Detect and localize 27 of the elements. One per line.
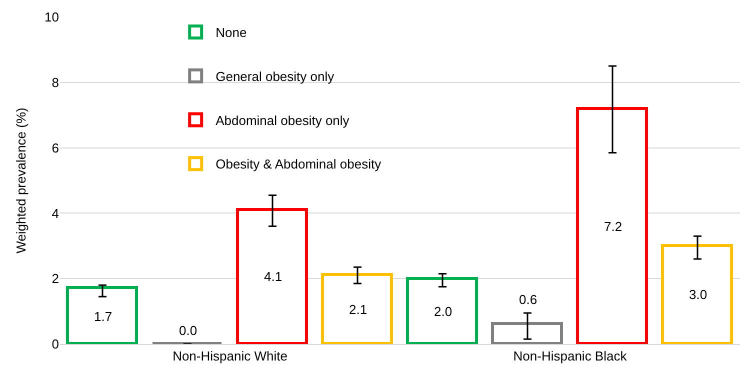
x-tick-label: Non-Hispanic Black [513, 348, 628, 364]
y-tick-label: 10 [44, 10, 59, 25]
legend-label: Obesity & Abdominal obesity [216, 156, 382, 172]
legend-label: None [216, 25, 247, 40]
legend-label: Abdominal obesity only [216, 112, 350, 128]
bar [661, 244, 733, 344]
data-label: 7.2 [604, 219, 622, 234]
y-tick-label: 0 [52, 336, 59, 352]
data-label: 3.0 [689, 287, 708, 302]
data-label: 0.6 [519, 292, 538, 307]
y-tick-label: 6 [52, 140, 59, 156]
bar [236, 208, 308, 344]
y-axis-title: Weighted prevalence (%) [13, 108, 28, 254]
data-label: 2.0 [434, 304, 452, 319]
y-tick-label: 4 [52, 206, 59, 221]
y-tick-label: 2 [52, 271, 59, 286]
y-tick-label: 8 [52, 74, 59, 90]
data-label: 4.1 [264, 269, 282, 284]
data-label: 1.7 [94, 309, 112, 324]
data-label: 2.1 [349, 302, 368, 317]
bar [576, 107, 648, 344]
data-label: 0.0 [179, 323, 198, 338]
bar [406, 277, 478, 344]
bar [321, 273, 393, 344]
x-tick-label: Non-Hispanic White [172, 348, 288, 364]
bar [66, 286, 138, 344]
legend-label: General obesity only [216, 68, 335, 84]
